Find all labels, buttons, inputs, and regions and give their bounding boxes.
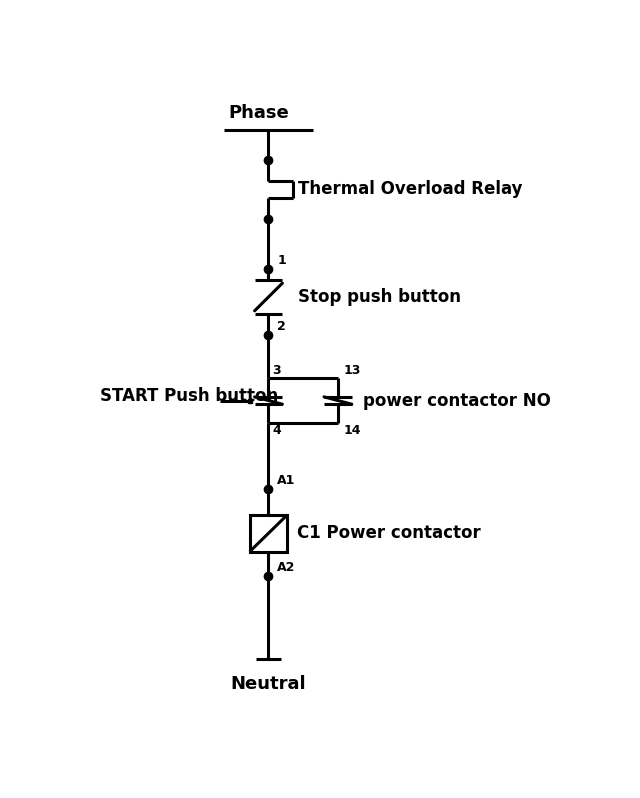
Text: Phase: Phase — [228, 105, 289, 122]
Text: 13: 13 — [344, 364, 361, 377]
Text: START Push button: START Push button — [100, 386, 278, 405]
Bar — [250, 515, 287, 551]
Text: 2: 2 — [277, 320, 286, 333]
Text: 4: 4 — [273, 424, 281, 437]
Text: A2: A2 — [277, 561, 296, 574]
Text: C1 Power contactor: C1 Power contactor — [297, 524, 481, 543]
Text: Stop push button: Stop push button — [298, 288, 461, 306]
Text: 3: 3 — [273, 364, 281, 377]
Text: Thermal Overload Relay: Thermal Overload Relay — [298, 180, 523, 198]
Text: A1: A1 — [277, 473, 296, 487]
Text: Neutral: Neutral — [230, 674, 307, 693]
Text: 14: 14 — [344, 424, 362, 437]
Text: 1: 1 — [277, 254, 286, 267]
Text: power contactor NO: power contactor NO — [363, 392, 550, 409]
